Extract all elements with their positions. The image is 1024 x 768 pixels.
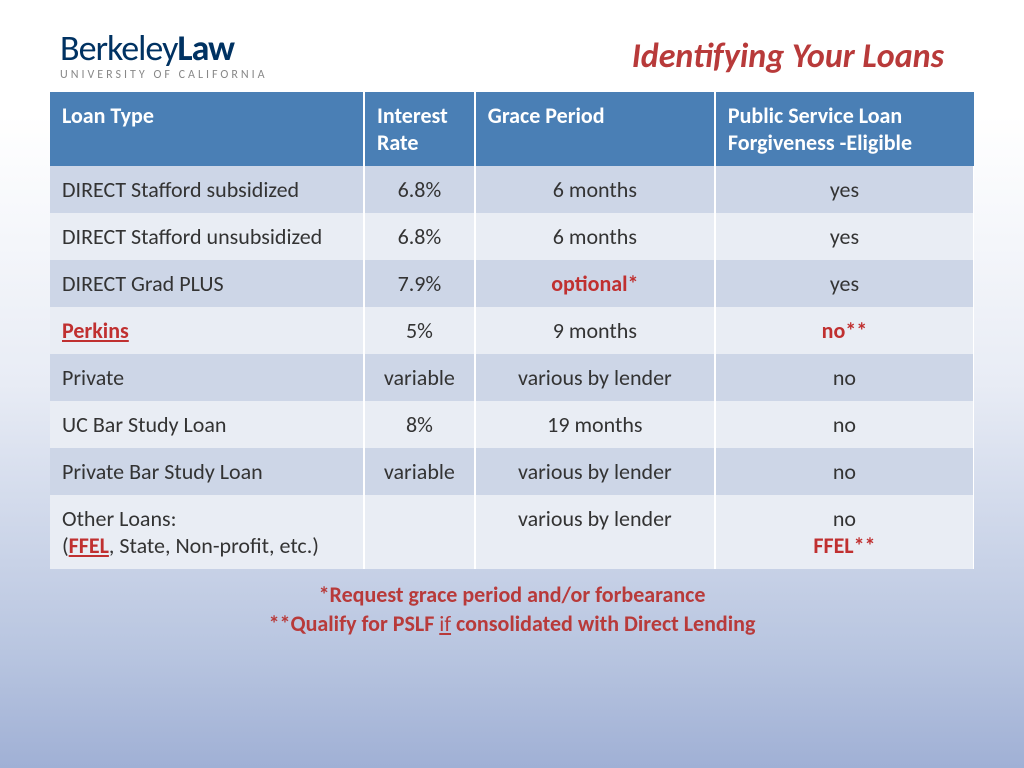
cell-rate: 5% (364, 307, 475, 354)
header: BerkeleyLaw UNIVERSITY OF CALIFORNIA Ide… (0, 0, 1024, 92)
footnote-1: *Request grace period and/or forbearance (50, 581, 974, 610)
pslf-no: no (833, 505, 856, 532)
cell-type: Private Bar Study Loan (50, 448, 364, 495)
cell-type: DIRECT Stafford unsubsidized (50, 213, 364, 260)
col-header-grace: Grace Period (475, 92, 715, 166)
cell-pslf: no** (715, 307, 974, 354)
cell-rate: variable (364, 448, 475, 495)
cell-rate: variable (364, 354, 475, 401)
cell-grace: 6 months (475, 166, 715, 213)
logo-main: BerkeleyLaw (60, 30, 268, 66)
cell-type: DIRECT Stafford subsidized (50, 166, 364, 213)
cell-pslf: no (715, 401, 974, 448)
cell-type: DIRECT Grad PLUS (50, 260, 364, 307)
other-loans-prefix: Other Loans: (62, 505, 177, 532)
cell-grace: various by lender (475, 495, 715, 569)
cell-type: Other Loans: (FFEL, State, Non-profit, e… (50, 495, 364, 569)
pslf-ffel: FFEL** (813, 532, 875, 559)
logo: BerkeleyLaw UNIVERSITY OF CALIFORNIA (60, 30, 268, 82)
ffel-link[interactable]: FFEL (69, 532, 109, 559)
cell-grace: optional* (475, 260, 715, 307)
cell-grace: various by lender (475, 354, 715, 401)
cell-rate: 6.8% (364, 166, 475, 213)
cell-pslf: no (715, 354, 974, 401)
table-header-row: Loan Type Interest Rate Grace Period Pub… (50, 92, 974, 166)
cell-grace: various by lender (475, 448, 715, 495)
cell-pslf: yes (715, 260, 974, 307)
paren-open: ( (62, 532, 69, 559)
loans-table-container: Loan Type Interest Rate Grace Period Pub… (0, 92, 1024, 569)
cell-pslf: no FFEL** (715, 495, 974, 569)
footnote-2-if: if (439, 610, 451, 637)
table-body: DIRECT Stafford subsidized 6.8% 6 months… (50, 166, 974, 569)
col-header-rate: Interest Rate (364, 92, 475, 166)
cell-type: Perkins (50, 307, 364, 354)
cell-pslf: yes (715, 213, 974, 260)
footnote-2: **Qualify for PSLF if consolidated with … (50, 610, 974, 639)
loans-table: Loan Type Interest Rate Grace Period Pub… (50, 92, 974, 569)
cell-rate: 7.9% (364, 260, 475, 307)
perkins-link[interactable]: Perkins (62, 317, 129, 344)
cell-grace: 19 months (475, 401, 715, 448)
table-row: DIRECT Stafford unsubsidized 6.8% 6 mont… (50, 213, 974, 260)
cell-pslf: no (715, 448, 974, 495)
cell-type: Private (50, 354, 364, 401)
page-title: Identifying Your Loans (632, 36, 964, 77)
other-loans-suffix: , State, Non-profit, etc.) (109, 532, 319, 559)
cell-grace: 6 months (475, 213, 715, 260)
cell-pslf: yes (715, 166, 974, 213)
cell-rate: 6.8% (364, 213, 475, 260)
logo-prefix: Berkeley (60, 26, 177, 70)
table-row: Perkins 5% 9 months no** (50, 307, 974, 354)
cell-rate: 8% (364, 401, 475, 448)
cell-rate (364, 495, 475, 569)
table-row: DIRECT Grad PLUS 7.9% optional* yes (50, 260, 974, 307)
footnotes: *Request grace period and/or forbearance… (0, 569, 1024, 638)
col-header-pslf: Public Service Loan Forgiveness -Eligibl… (715, 92, 974, 166)
logo-suffix: Law (177, 26, 234, 70)
logo-subtitle: UNIVERSITY OF CALIFORNIA (60, 68, 268, 82)
table-row: Private Bar Study Loan variable various … (50, 448, 974, 495)
cell-type: UC Bar Study Loan (50, 401, 364, 448)
table-row: DIRECT Stafford subsidized 6.8% 6 months… (50, 166, 974, 213)
table-row: Private variable various by lender no (50, 354, 974, 401)
col-header-type: Loan Type (50, 92, 364, 166)
footnote-2-prefix: **Qualify for PSLF (269, 610, 440, 637)
footnote-2-suffix: consolidated with Direct Lending (451, 610, 755, 637)
table-row: Other Loans: (FFEL, State, Non-profit, e… (50, 495, 974, 569)
cell-grace: 9 months (475, 307, 715, 354)
table-row: UC Bar Study Loan 8% 19 months no (50, 401, 974, 448)
